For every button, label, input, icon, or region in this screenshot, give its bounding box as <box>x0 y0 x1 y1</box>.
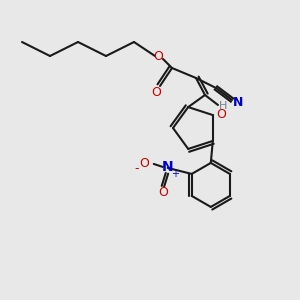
Text: O: O <box>151 86 161 100</box>
Text: O: O <box>153 50 163 64</box>
Text: -: - <box>134 162 139 176</box>
Text: O: O <box>158 186 168 200</box>
Text: H: H <box>219 101 227 111</box>
Text: +: + <box>171 169 179 179</box>
Text: N: N <box>233 95 243 109</box>
Text: O: O <box>139 158 149 170</box>
Text: O: O <box>216 108 226 121</box>
Text: N: N <box>162 160 174 174</box>
